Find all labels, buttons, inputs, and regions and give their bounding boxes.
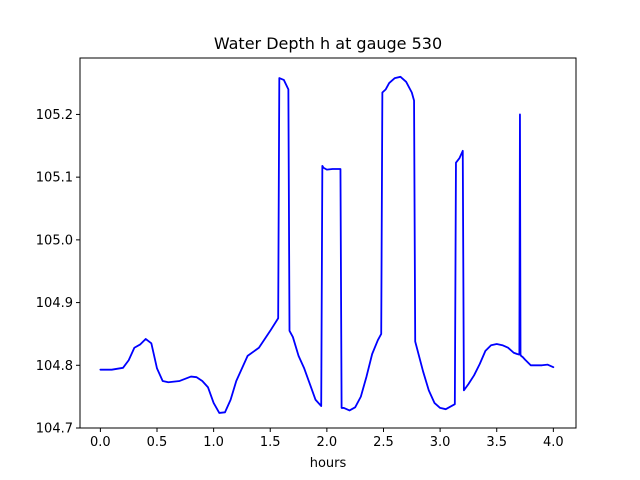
- x-tick-label: 1.0: [203, 435, 224, 450]
- plot-background: [80, 58, 576, 428]
- y-tick-label: 105.1: [36, 171, 73, 186]
- x-axis-label: hours: [310, 456, 347, 471]
- x-tick-label: 0.5: [147, 435, 168, 450]
- y-axis: 104.7 104.8 104.9 105.0 105.1 105.2: [36, 108, 80, 437]
- x-tick-label: 3.0: [430, 435, 451, 450]
- y-tick-label: 104.8: [36, 359, 73, 374]
- x-tick-label: 4.0: [543, 435, 564, 450]
- x-tick-label: 2.5: [373, 435, 394, 450]
- x-axis: 0.0 0.5 1.0 1.5 2.0 2.5 3.0 3.5 4.0: [90, 428, 564, 450]
- y-tick-label: 104.9: [36, 296, 73, 311]
- plot-area: [79, 57, 577, 429]
- x-tick-label: 3.5: [486, 435, 507, 450]
- series-layer: [99, 75, 555, 414]
- chart-title: Water Depth h at gauge 530: [214, 34, 442, 53]
- plot-frame: [79, 57, 577, 429]
- x-tick-label: 1.5: [260, 435, 281, 450]
- y-tick-label: 105.0: [36, 233, 73, 248]
- y-tick-label: 105.2: [36, 108, 73, 123]
- series-line-1: [99, 75, 555, 414]
- x-tick-label: 0.0: [90, 435, 111, 450]
- y-tick-label: 104.7: [36, 422, 73, 437]
- x-tick-label: 2.0: [317, 435, 338, 450]
